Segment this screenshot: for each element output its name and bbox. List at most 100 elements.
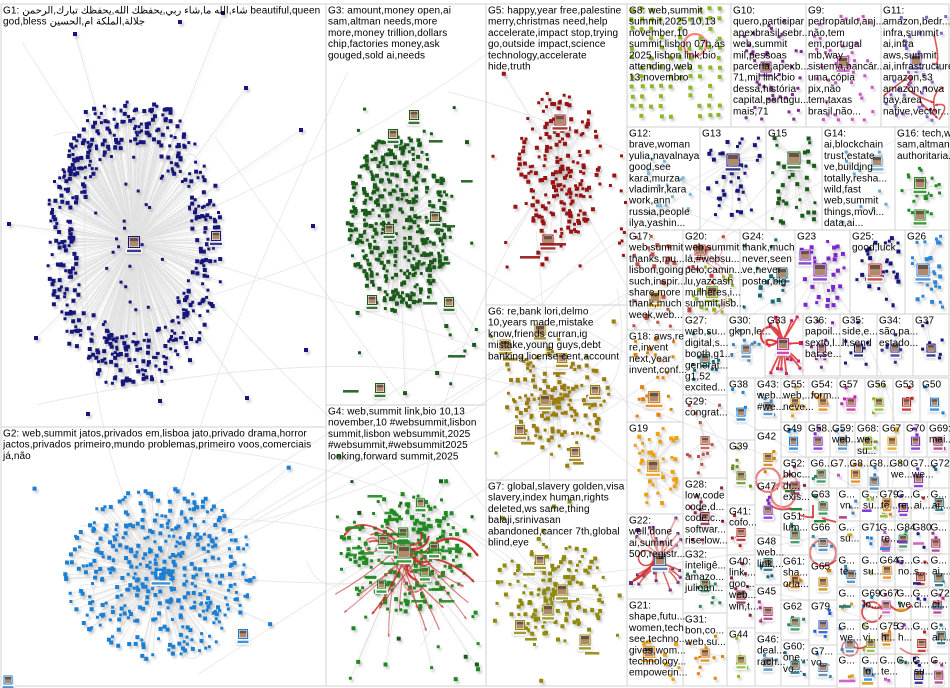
svg-text:G...: G...	[897, 490, 914, 501]
svg-text:ilya,yashin...: ilya,yashin...	[629, 218, 685, 229]
svg-text:G...: G...	[862, 622, 879, 633]
svg-text:G17:: G17:	[629, 232, 651, 243]
svg-text:G27:: G27:	[685, 316, 707, 327]
svg-text:G25:: G25:	[852, 232, 874, 243]
svg-text:quero,participar: quero,participar	[733, 17, 805, 28]
svg-text:bon,co...: bon,co...	[685, 626, 724, 637]
svg-text:web...: web...	[756, 391, 784, 402]
svg-text:balaji,srinivasan: balaji,srinivasan	[488, 515, 561, 526]
svg-text:G8: web,summit: G8: web,summit	[629, 6, 703, 17]
svg-text:booth,g1...: booth,g1...	[685, 349, 733, 360]
svg-text:code,d...: code,d...	[685, 502, 724, 513]
svg-text:yulia,navalnaya: yulia,navalnaya	[629, 151, 700, 162]
svg-text:excited...: excited...	[685, 383, 726, 394]
svg-text:ll,send: ll,send	[842, 338, 872, 349]
svg-text:G24:: G24:	[742, 232, 764, 243]
svg-text:su...: su...	[863, 567, 882, 578]
svg-text:goo...: goo...	[729, 579, 755, 590]
svg-text:G48: G48	[757, 537, 777, 548]
svg-text:G...: G...	[931, 490, 948, 501]
svg-text:G72: G72	[931, 459, 950, 470]
svg-text:G68:: G68:	[857, 424, 879, 435]
svg-text:G41:: G41:	[729, 507, 751, 518]
svg-text:generat...: generat...	[685, 360, 728, 371]
svg-text:lo...: lo...	[863, 667, 880, 678]
svg-text:ci...: ci...	[932, 600, 948, 611]
svg-text:G36:: G36:	[805, 316, 827, 327]
svg-text:estado...: estado...	[879, 338, 918, 349]
svg-text:mais,71: mais,71	[733, 106, 769, 117]
svg-text:abandoned,cancer 7th,global: abandoned,cancer 7th,global	[488, 526, 620, 537]
svg-text:ai,...: ai,...	[932, 567, 950, 578]
svg-text:G14:: G14:	[824, 129, 846, 140]
svg-text:G47.: G47.	[757, 482, 779, 493]
svg-text:web,...: web,...	[782, 391, 813, 402]
svg-text:thanks,mu...: thanks,mu...	[629, 254, 685, 265]
svg-text:inteligê...: inteligê...	[685, 561, 726, 572]
svg-text:G79: G79	[880, 490, 900, 501]
svg-text:infra,summit: infra,summit	[883, 28, 939, 39]
svg-text:pedropaulo,anj...: pedropaulo,anj...	[808, 17, 884, 28]
svg-text:web,summit: web,summit	[823, 196, 878, 207]
svg-text:dr...: dr...	[783, 481, 800, 492]
svg-text:G70: G70	[906, 424, 926, 435]
svg-text:things,movi...: things,movi...	[824, 207, 884, 218]
svg-text:vo...: vo...	[811, 658, 830, 669]
svg-text:G...: G...	[931, 523, 948, 534]
svg-text:G30:: G30:	[729, 316, 751, 327]
svg-text:bar,se...: bar,se...	[805, 349, 841, 360]
svg-text:web,su...: web,su...	[684, 637, 726, 648]
svg-text:empowerin...: empowerin...	[629, 668, 687, 679]
svg-text:te...: te...	[881, 501, 898, 512]
svg-text:we...: we...	[890, 470, 913, 481]
svg-text:G51:: G51:	[783, 512, 805, 523]
svg-text:G...: G...	[862, 490, 879, 501]
svg-text:G22:: G22:	[629, 516, 651, 527]
svg-text:h...: h...	[898, 633, 912, 644]
svg-text:G...: G...	[839, 656, 856, 667]
svg-text:G26: G26	[907, 232, 927, 243]
svg-text:G55:: G55:	[783, 380, 805, 391]
svg-text:link,...: link,...	[757, 559, 784, 570]
svg-text:G8...: G8...	[870, 459, 892, 470]
svg-text:ai,...: ai,...	[932, 501, 950, 512]
svg-text:vi...: vi...	[863, 633, 879, 644]
svg-text:vladimir,kara: vladimir,kara	[629, 185, 687, 196]
svg-text:lo...: lo...	[863, 600, 880, 611]
svg-text:orla...: orla...	[783, 579, 809, 590]
svg-text:summit,lisbon websummit,2025: summit,lisbon websummit,2025	[328, 429, 471, 440]
svg-text:cofo...: cofo...	[729, 518, 757, 529]
svg-text:G...: G...	[913, 556, 930, 567]
svg-text:see,techno...: see,techno...	[629, 634, 688, 645]
svg-text:tem,taxas: tem,taxas	[808, 95, 852, 106]
svg-text:good,see: good,see	[629, 162, 671, 173]
svg-text:form...: form...	[811, 391, 840, 402]
svg-text:re...: re...	[898, 501, 916, 512]
svg-text:G59:: G59:	[832, 424, 854, 435]
svg-text:re,invent: re,invent	[629, 343, 668, 354]
svg-text:ai,...: ai,...	[932, 633, 950, 644]
svg-text:G60:: G60:	[783, 642, 805, 653]
svg-text:women,tech: women,tech	[628, 623, 684, 634]
svg-text:we...: we...	[911, 470, 934, 481]
svg-text:softwar...: softwar...	[685, 524, 726, 535]
svg-text:G56: G56	[867, 380, 887, 391]
svg-text:G72: G72	[931, 589, 950, 600]
svg-text:summit,lisbon 07h,às: summit,lisbon 07h,às	[629, 39, 725, 50]
svg-text:G43:: G43:	[757, 380, 779, 391]
svg-text:G58...: G58...	[808, 424, 836, 435]
svg-text:dessa,história: dessa,história	[733, 84, 796, 95]
svg-text:su...: su...	[840, 534, 859, 545]
svg-text:G69: G69	[862, 589, 882, 600]
svg-text:te...: te...	[840, 567, 857, 578]
svg-text:know,friends curran,ig: know,friends curran,ig	[488, 329, 587, 340]
svg-text:win,t...: win,t...	[728, 601, 759, 612]
svg-text:totally,resha...: totally,resha...	[824, 173, 887, 184]
svg-text:web,summit: web,summit	[732, 39, 787, 50]
svg-text:te...: te...	[881, 667, 898, 678]
svg-text:merry,christmas need,help: merry,christmas need,help	[488, 17, 608, 28]
svg-text:deleted,ws same,thing: deleted,ws same,thing	[488, 504, 590, 515]
svg-text:no...: no...	[898, 567, 918, 578]
svg-text:amazon,bedr...: amazon,bedr...	[883, 17, 950, 28]
svg-text:next,year: next,year	[629, 354, 672, 365]
